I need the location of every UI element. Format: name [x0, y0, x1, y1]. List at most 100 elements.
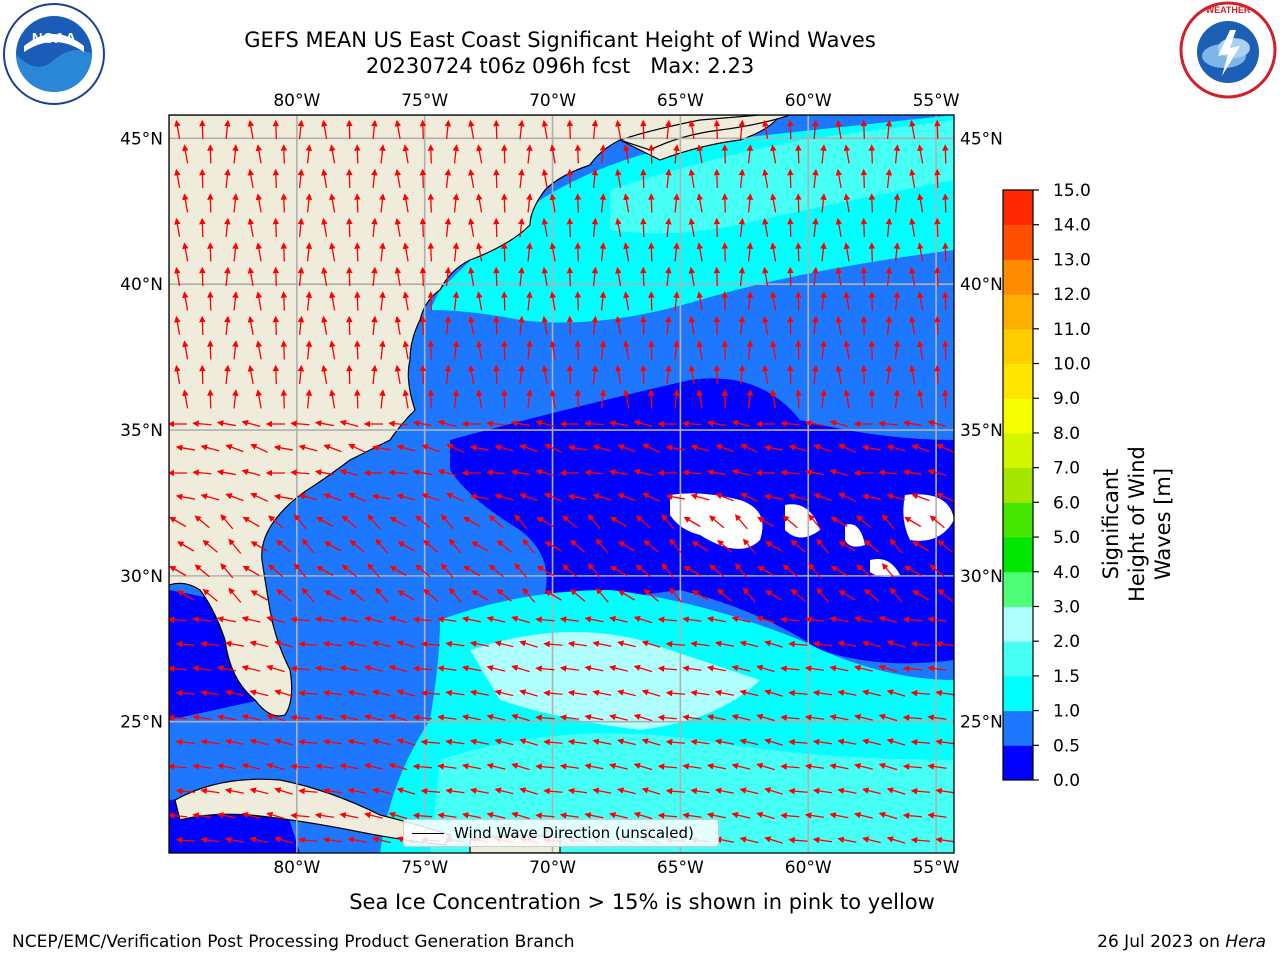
wave-direction-arrow — [917, 193, 924, 213]
wave-direction-arrow — [795, 291, 802, 311]
wave-direction-arrow — [617, 787, 636, 795]
wave-direction-arrow — [511, 664, 530, 673]
wave-direction-arrow — [756, 762, 775, 771]
wave-direction-arrow — [228, 538, 242, 554]
wave-direction-arrow — [207, 193, 214, 213]
colorbar-segment — [1003, 571, 1033, 607]
wave-direction-arrow — [669, 538, 683, 554]
wave-direction-arrow — [169, 565, 187, 577]
wave-direction-arrow — [584, 616, 604, 623]
wave-direction-arrow — [321, 315, 328, 335]
wave-direction-arrow — [420, 787, 441, 795]
wave-direction-arrow — [829, 665, 849, 672]
wave-direction-arrow — [574, 291, 582, 311]
wave-direction-arrow — [249, 640, 269, 648]
wave-direction-arrow — [885, 315, 893, 336]
wave-direction-arrow — [714, 787, 734, 794]
wave-direction-arrow — [216, 616, 236, 623]
wave-direction-arrow — [917, 144, 924, 164]
wave-direction-arrow — [255, 291, 263, 311]
wave-direction-arrow — [388, 664, 408, 673]
wave-direction-arrow — [174, 119, 181, 139]
wave-direction-arrow — [255, 242, 263, 262]
colorbar-segment — [1003, 675, 1033, 712]
wave-direction-arrow — [192, 714, 212, 721]
wave-direction-arrow — [461, 714, 481, 721]
wave-direction-arrow — [321, 217, 328, 237]
wave-direction-arrow — [535, 419, 555, 427]
wave-direction-arrow — [266, 664, 285, 673]
wave-direction-arrow — [820, 340, 827, 360]
wave-direction-arrow — [690, 640, 710, 648]
wave-direction-arrow — [843, 340, 851, 360]
wave-direction-arrow — [544, 590, 562, 601]
wave-direction-arrow — [864, 539, 880, 553]
wave-direction-arrow — [886, 787, 906, 795]
wave-direction-arrow — [420, 689, 441, 697]
wave-direction-arrow — [567, 689, 588, 697]
wave-direction-arrow — [427, 193, 435, 213]
wave-direction-arrow — [496, 539, 512, 553]
wave-direction-arrow — [559, 812, 580, 819]
wave-direction-arrow — [290, 714, 310, 721]
wave-direction-arrow — [220, 514, 234, 530]
wave-direction-arrow — [461, 665, 481, 672]
wave-direction-arrow — [780, 616, 800, 623]
wave-direction-arrow — [562, 515, 578, 529]
wave-direction-arrow — [640, 119, 647, 140]
wave-direction-arrow — [595, 538, 609, 554]
wave-direction-arrow — [746, 193, 754, 213]
wave-direction-arrow — [543, 689, 563, 697]
wave-direction-arrow — [354, 144, 361, 164]
wave-direction-arrow — [224, 787, 244, 794]
wave-direction-arrow — [816, 587, 830, 603]
wave-direction-arrow — [812, 266, 819, 287]
wave-direction-arrow — [617, 444, 636, 453]
wave-direction-arrow — [566, 364, 574, 385]
wave-direction-arrow — [175, 689, 196, 697]
wave-direction-arrow — [274, 836, 293, 844]
wave-direction-arrow — [293, 514, 307, 530]
wave-direction-arrow — [618, 590, 636, 601]
wave-direction-arrow — [665, 444, 685, 452]
wave-direction-arrow — [567, 787, 588, 795]
wave-direction-arrow — [886, 640, 906, 648]
wave-direction-arrow — [843, 242, 851, 262]
wave-direction-arrow — [199, 364, 206, 385]
wave-direction-arrow — [452, 242, 460, 262]
wave-direction-arrow — [445, 640, 465, 648]
wave-direction-arrow — [665, 119, 672, 140]
wave-direction-arrow — [329, 144, 336, 164]
wave-direction-arrow — [169, 763, 188, 770]
wave-direction-arrow — [297, 168, 305, 189]
wave-direction-arrow — [854, 762, 873, 770]
wave-direction-arrow — [762, 364, 769, 384]
wave-direction-arrow — [324, 590, 342, 601]
wave-direction-arrow — [812, 315, 819, 336]
wave-direction-arrow — [787, 119, 794, 140]
wave-direction-arrow — [615, 315, 622, 335]
wave-direction-arrow — [935, 787, 954, 795]
wave-direction-arrow — [788, 836, 808, 844]
wave-direction-arrow — [829, 419, 849, 427]
wave-direction-arrow — [347, 640, 367, 647]
wave-direction-arrow — [566, 217, 574, 238]
wave-direction-arrow — [715, 444, 734, 453]
wave-direction-arrow — [934, 119, 941, 140]
wave-direction-arrow — [566, 266, 574, 287]
wave-direction-arrow — [641, 640, 661, 648]
wave-direction-arrow — [837, 787, 857, 794]
wave-direction-arrow — [241, 419, 261, 427]
wave-direction-arrow — [444, 168, 452, 189]
wave-direction-arrow — [437, 468, 457, 476]
wave-direction-arrow — [199, 266, 206, 287]
wave-direction-arrow — [249, 738, 269, 746]
wave-direction-arrow — [486, 762, 506, 770]
wave-direction-arrow — [829, 616, 849, 623]
wave-direction-arrow — [770, 242, 777, 262]
wave-direction-arrow — [396, 444, 416, 452]
wave-direction-arrow — [266, 615, 285, 624]
wave-direction-arrow — [690, 444, 710, 452]
lat-label-left: 40°N — [120, 275, 163, 295]
wave-direction-arrow — [367, 563, 381, 579]
